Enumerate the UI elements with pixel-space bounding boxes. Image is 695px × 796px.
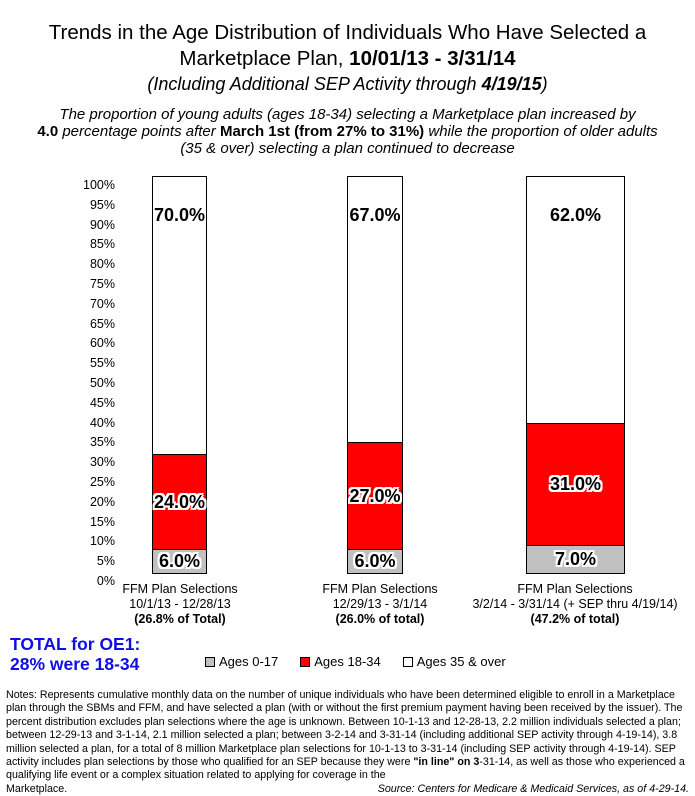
y-axis-tick: 25% [89, 474, 115, 489]
notes-text-end: Marketplace. [6, 782, 68, 795]
category-share: (26.0% of total) [335, 612, 425, 626]
segment-label-18-34: 24.0% [153, 491, 206, 512]
y-axis-tick: 80% [89, 257, 115, 272]
page-title-line2: Marketplace Plan, 10/01/13 - 3/31/14 [0, 46, 695, 72]
subtitle-text-3: while the proportion of older adults [424, 123, 658, 140]
legend-label: Ages 0-17 [219, 654, 279, 669]
y-axis-tick: 10% [89, 534, 115, 549]
segment-ages-18-34: 31.0% [527, 422, 624, 546]
title-sep-close: ) [541, 74, 548, 94]
total-callout-line1: TOTAL for OE1: [10, 634, 141, 654]
segment-ages-35-over: 62.0% [527, 177, 624, 423]
bar-period-3: 62.0% 31.0% 7.0% [526, 176, 625, 574]
y-axis-tick: 15% [89, 514, 115, 529]
segment-ages-18-34: 27.0% [348, 442, 402, 550]
notes-text: Notes: Represents cumulative monthly dat… [6, 689, 683, 769]
segment-label-0-17: 7.0% [554, 549, 597, 570]
legend-swatch-gray [205, 656, 215, 667]
y-axis-tick: 50% [89, 375, 115, 390]
y-axis-tick: 95% [89, 197, 115, 212]
category-name: FFM Plan Selections [517, 582, 633, 596]
total-callout: TOTAL for OE1: 28% were 18-34 [10, 634, 141, 674]
subtitle-points-value: 4.0 [37, 123, 59, 140]
bar-period-2: 67.0% 27.0% 6.0% [347, 176, 403, 574]
subtitle-text-4: (35 & over) selecting a plan continued t… [180, 140, 515, 157]
bottom-row: TOTAL for OE1: 28% were 18-34 Ages 0-17 … [0, 631, 695, 687]
y-axis-tick: 70% [89, 296, 115, 311]
y-axis-tick: 100% [83, 178, 115, 192]
segment-label-0-17: 6.0% [158, 551, 201, 572]
segment-label-35-over: 67.0% [349, 205, 401, 225]
x-axis-label-3: FFM Plan Selections 3/2/14 - 3/31/14 (+ … [455, 582, 695, 627]
category-share: (26.8% of Total) [134, 612, 226, 626]
legend-item-ages-0-17: Ages 0-17 [205, 654, 278, 669]
segment-label-18-34: 27.0% [349, 485, 401, 506]
category-dates: 3/2/14 - 3/31/14 (+ SEP thru 4/19/14) [472, 597, 678, 611]
category-name: FFM Plan Selections [322, 582, 438, 596]
segment-ages-18-34: 24.0% [153, 454, 206, 550]
category-dates: 10/1/13 - 12/28/13 [129, 597, 231, 611]
page-title-line1: Trends in the Age Distribution of Indivi… [0, 20, 695, 46]
segment-ages-0-17: 7.0% [527, 545, 624, 573]
y-axis-tick: 60% [89, 336, 115, 351]
subtitle-line1: The proportion of young adults (ages 18-… [0, 106, 695, 123]
subtitle: The proportion of young adults (ages 18-… [0, 106, 695, 157]
segment-label-18-34: 31.0% [549, 473, 602, 494]
segment-ages-35-over: 70.0% [153, 177, 206, 455]
stacked-bar-chart: 100% 95% 90% 85% 80% 75% 70% 65% 60% 55% 50% 45% 40%… [0, 171, 695, 631]
y-axis-tick: 35% [89, 435, 115, 450]
y-axis-tick: 30% [89, 455, 115, 470]
y-axis-tick: 40% [89, 415, 115, 430]
segment-ages-35-over: 67.0% [348, 177, 402, 443]
plot-area: 100% 95% 90% 85% 80% 75% 70% 65% 60% 55% 50% 45% 40%… [0, 176, 695, 588]
y-axis-tick: 20% [89, 494, 115, 509]
subtitle-text-2: percentage points after [58, 123, 220, 140]
y-axis-tick: 85% [89, 237, 115, 252]
y-axis-tick: 55% [89, 356, 115, 371]
segment-ages-0-17: 6.0% [348, 549, 402, 573]
total-callout-line2: 28% were 18-34 [10, 653, 140, 674]
x-axis-label-2: FFM Plan Selections 12/29/13 - 3/1/14 (2… [260, 582, 500, 627]
title-text-2: Marketplace Plan, [179, 47, 350, 70]
title-block: Trends in the Age Distribution of Indivi… [0, 0, 695, 96]
legend-swatch-red [300, 656, 311, 667]
segment-ages-0-17: 6.0% [153, 549, 206, 573]
legend-swatch-white [402, 656, 413, 667]
y-axis-tick: 90% [89, 217, 115, 232]
y-axis: 100% 95% 90% 85% 80% 75% 70% 65% 60% 55% 50% 45% 40%… [0, 178, 115, 588]
category-dates: 12/29/13 - 3/1/14 [332, 597, 428, 611]
category-share: (47.2% of total) [530, 612, 620, 626]
legend: Ages 0-17 Ages 18-34 Ages 35 & over [205, 654, 506, 669]
legend-label: Ages 35 & over [416, 654, 506, 669]
title-sep-text: (Including Additional SEP Activity throu… [147, 74, 482, 94]
y-axis-tick: 65% [89, 316, 115, 331]
legend-item-ages-35-over: Ages 35 & over [402, 654, 506, 669]
x-axis-label-1: FFM Plan Selections 10/1/13 - 12/28/13 (… [60, 582, 300, 627]
y-axis-tick: 75% [89, 276, 115, 291]
bar-period-1: 70.0% 24.0% 6.0% [152, 176, 207, 574]
category-name: FFM Plan Selections [122, 582, 238, 596]
segment-label-35-over: 62.0% [549, 205, 602, 225]
title-sep-date: 4/19/15 [481, 74, 542, 94]
y-axis-tick: 0% [96, 573, 115, 588]
title-date-range: 10/01/13 - 3/31/14 [349, 47, 516, 70]
legend-label: Ages 18-34 [314, 654, 381, 669]
subtitle-line3: (35 & over) selecting a plan continued t… [0, 140, 695, 157]
y-axis-tick: 5% [96, 554, 115, 569]
subtitle-text-1: The proportion of young adults (ages 18-… [59, 106, 636, 123]
title-text-1: Trends in the Age Distribution of Indivi… [48, 21, 647, 44]
subtitle-line2: 4.0 percentage points after March 1st (f… [0, 123, 695, 140]
y-axis-tick: 45% [89, 395, 115, 410]
notes-bold-text: "in line" on 3 [413, 756, 480, 769]
subtitle-march-range: March 1st (from 27% to 31%) [219, 123, 425, 140]
source-attribution: Source: Centers for Medicare & Medicaid … [377, 782, 689, 795]
legend-item-ages-18-34: Ages 18-34 [300, 654, 381, 669]
page-title-line3: (Including Additional SEP Activity throu… [0, 72, 695, 96]
segment-label-35-over: 70.0% [153, 205, 206, 225]
notes-last-line: Marketplace. Source: Centers for Medicar… [6, 783, 689, 796]
segment-label-0-17: 6.0% [354, 551, 396, 572]
footnotes: Notes: Represents cumulative monthly dat… [6, 689, 689, 796]
